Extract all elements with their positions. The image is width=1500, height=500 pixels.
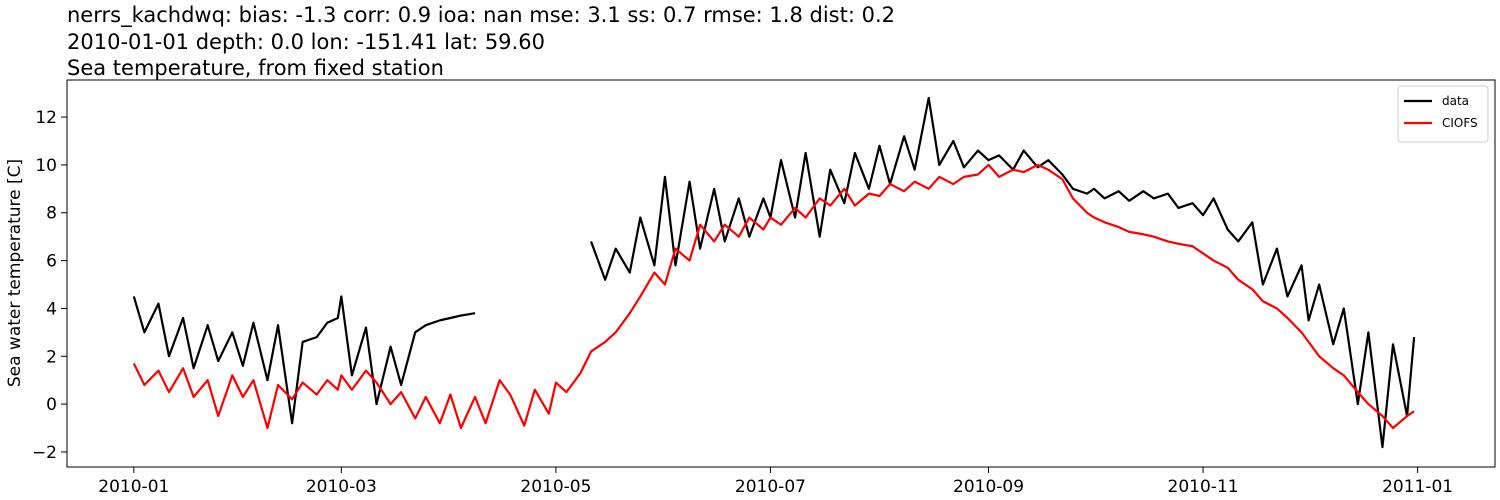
legend-label: data: [1442, 94, 1469, 108]
y-tick-label: −2: [32, 443, 57, 463]
x-tick-label: 2010-07: [735, 477, 806, 497]
x-tick-label: 2010-03: [306, 477, 377, 497]
y-tick-label: 2: [46, 347, 57, 367]
legend-label: CIOFS: [1442, 116, 1478, 130]
series-line: [132, 163, 1415, 430]
y-tick-label: 8: [46, 204, 57, 224]
chart-title: nerrs_kachdwq: bias: -1.3 corr: 0.9 ioa:…: [67, 3, 895, 28]
x-tick-label: 2011-01: [1382, 477, 1453, 497]
y-tick-label: 0: [46, 395, 57, 415]
x-tick-label: 2010-09: [953, 477, 1024, 497]
y-tick-label: 12: [35, 108, 57, 128]
chart-subtitle: Sea temperature, from fixed station: [67, 56, 444, 80]
series-line: [132, 96, 1416, 449]
y-tick-label: 6: [46, 252, 57, 272]
chart-subtitle: 2010-01-01 depth: 0.0 lon: -151.41 lat: …: [67, 30, 545, 54]
x-tick-label: 2010-05: [520, 477, 591, 497]
x-tick-label: 2010-01: [98, 477, 169, 497]
plot-frame: [66, 79, 1496, 468]
y-axis-label: Sea water temperature [C]: [5, 159, 25, 387]
x-tick-label: 2010-11: [1168, 477, 1239, 497]
y-tick-label: 4: [46, 299, 57, 319]
y-tick-label: 10: [35, 156, 57, 176]
